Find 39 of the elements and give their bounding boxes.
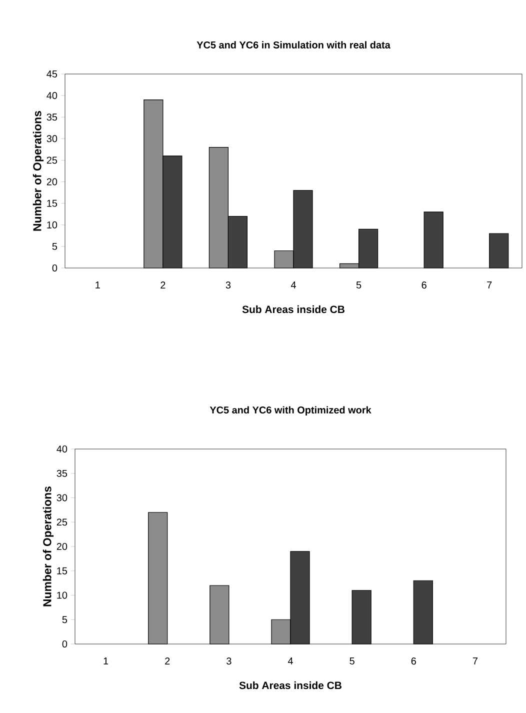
x-tick-label: 4 [290,282,296,288]
x-tick-label: 3 [226,658,232,665]
y-tick-label: 40 [56,445,68,453]
y-tick-label: 10 [47,221,58,228]
y-tick-label: 30 [46,135,58,142]
x-tick-label: 6 [411,658,416,665]
chart-title: YC5 and YC6 with Optimized work [210,406,372,416]
y-tick-label: 15 [47,200,58,207]
x-tick-label: 1 [96,282,100,288]
x-tick-label: 7 [487,282,492,288]
y-tick-label: 20 [46,178,58,186]
y-tick-label: 5 [52,242,58,250]
x-tick-label: 1 [104,658,108,664]
x-tick-label: 4 [288,658,293,664]
x-tick-label: 6 [422,282,426,289]
x-tick-label: 3 [226,282,231,289]
x-tick-label: 2 [165,658,170,664]
y-tick-label: 20 [56,542,68,550]
x-axis-title: Sub Areas inside CB [242,305,344,314]
x-axis-title: Sub Areas inside CB [239,681,342,690]
y-tick-label: 10 [57,592,68,599]
y-axis-title: Number of Operations [42,486,54,606]
y-axis-title: Number of Operations [32,110,44,231]
y-tick-label: 0 [52,264,58,272]
y-tick-label: 5 [62,616,68,624]
y-tick-label: 40 [46,92,58,100]
y-tick-label: 45 [46,70,58,78]
x-tick-label: 2 [160,282,166,288]
y-tick-label: 25 [56,518,68,526]
y-tick-label: 35 [46,114,58,121]
chart-title: YC5 and YC6 in Simulation with real data [196,41,390,48]
y-tick-label: 35 [56,470,68,477]
y-tick-label: 15 [57,567,68,574]
x-tick-label: 7 [472,658,478,664]
x-tick-label: 5 [350,658,354,664]
y-tick-label: 30 [56,494,68,502]
y-tick-label: 25 [46,156,58,164]
x-tick-label: 5 [356,282,362,288]
y-tick-label: 0 [62,640,68,648]
